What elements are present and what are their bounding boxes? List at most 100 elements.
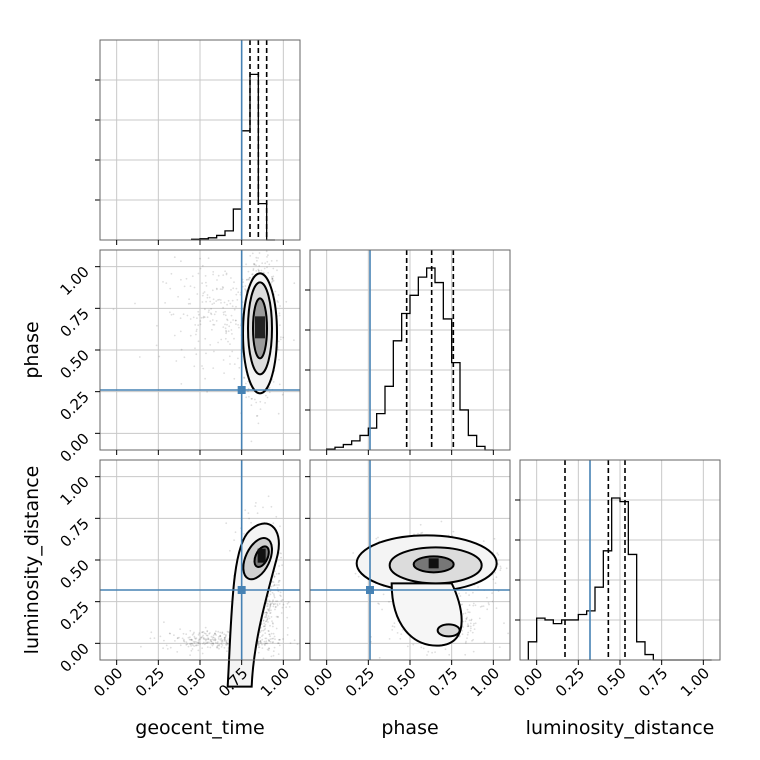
panel-luminosity-distance-vs-geocent-time-sample (262, 629, 264, 632)
panel-luminosity-distance-vs-geocent-time-sample (268, 633, 271, 636)
panel-phase-vs-geocent-time-sample (222, 311, 225, 314)
panel-phase-vs-geocent-time-sample (211, 289, 214, 292)
panel-luminosity-distance-vs-geocent-time-sample (210, 639, 212, 641)
panel-luminosity-distance-vs-geocent-time-sample (276, 600, 279, 602)
panel-luminosity-distance-vs-geocent-time-sample (223, 637, 226, 639)
panel-phase-vs-geocent-time-sample (202, 292, 205, 295)
panel-luminosity-distance-vs-geocent-time-sample (220, 637, 223, 640)
ytick-label-luminosity-distance-0: 0.00 (56, 639, 92, 675)
panel-luminosity-distance-vs-geocent-time-sample (257, 646, 260, 649)
panel-phase-vs-geocent-time-sample (226, 323, 228, 326)
panel-luminosity-distance-vs-phase-sample (472, 591, 474, 594)
panel-phase-vs-geocent-time-sample (257, 270, 260, 272)
panel-luminosity-distance-vs-geocent-time-sample (260, 629, 263, 632)
panel-luminosity-distance-vs-geocent-time-sample (205, 642, 207, 645)
panel-luminosity-distance-vs-geocent-time-sample (268, 630, 270, 632)
panel-phase-vs-geocent-time-sample (263, 267, 266, 270)
panel-luminosity-distance-vs-geocent-time-sample (206, 630, 209, 632)
panel-phase-vs-geocent-time-sample (172, 313, 175, 316)
panel-luminosity-distance-vs-geocent-time-sample (271, 637, 273, 640)
panel-luminosity-distance-vs-geocent-time-sample (255, 502, 257, 504)
panel-luminosity-distance-vs-geocent-time-sample (262, 506, 264, 509)
panel-luminosity-distance-vs-geocent-time-sample (176, 637, 179, 639)
panel-phase-vs-geocent-time-sample (187, 302, 190, 305)
panel-phase-vs-geocent-time-sample (271, 277, 274, 280)
panel-luminosity-distance-vs-geocent-time-sample (266, 642, 269, 645)
panel-luminosity-distance-vs-geocent-time-sample (189, 638, 192, 641)
panel-luminosity-distance-vs-geocent-time-sample (278, 584, 280, 586)
panel-luminosity-distance-vs-phase-sample (391, 625, 394, 628)
panel-luminosity-distance-vs-geocent-time-sample (271, 641, 274, 644)
panel-luminosity-distance-vs-geocent-time-injection-marker (237, 586, 246, 594)
panel-luminosity-distance-vs-geocent-time-sample (271, 600, 274, 603)
panel-luminosity-distance-vs-geocent-time-sample (270, 609, 272, 612)
panel-luminosity-distance-vs-geocent-time-sample (277, 642, 280, 645)
panel-phase-vs-geocent-time-sample (175, 360, 178, 362)
panel-luminosity-distance-vs-geocent-time-sample (225, 641, 228, 644)
panel-phase-vs-geocent-time-sample (265, 394, 267, 397)
panel-luminosity-distance-vs-geocent-time-sample (266, 648, 269, 651)
panel-luminosity-distance-vs-geocent-time-sample (215, 641, 217, 644)
panel-phase-vs-geocent-time-sample (277, 301, 279, 303)
panel-luminosity-distance-vs-geocent-time-sample (269, 605, 272, 607)
panel-phase-vs-geocent-time-sample (225, 272, 228, 275)
panel-phase-vs-geocent-time-sample (165, 282, 168, 284)
panel-phase-vs-geocent-time-sample (195, 330, 198, 333)
panel-luminosity-distance-vs-phase-sample (478, 617, 481, 620)
panel-luminosity-distance-vs-geocent-time-sample (264, 625, 266, 628)
panel-phase-vs-geocent-time-sample (255, 256, 258, 259)
panel-luminosity-distance-vs-geocent-time-sample (274, 608, 276, 611)
panel-luminosity-distance-vs-geocent-time-sample (278, 639, 281, 641)
panel-luminosity-distance-vs-phase-sample (492, 578, 495, 581)
panel-luminosity-distance-vs-geocent-time-sample (206, 634, 209, 637)
panel-luminosity-distance-vs-geocent-time-sample (266, 612, 269, 615)
panel-phase-vs-geocent-time-sample (222, 306, 225, 309)
panel-luminosity-distance-vs-geocent-time-sample (190, 638, 193, 641)
panel-luminosity-distance-vs-geocent-time-sample (190, 638, 193, 641)
panel-luminosity-distance-vs-geocent-time-sample (224, 636, 227, 639)
panel-luminosity-distance-vs-geocent-time-sample (173, 634, 175, 636)
panel-phase-vs-geocent-time-sample (277, 412, 280, 415)
panel-phase-vs-geocent-time-sample (293, 282, 296, 285)
panel-luminosity-distance-vs-geocent-time-sample (192, 632, 195, 635)
panel-luminosity-distance-vs-geocent-time-sample (183, 638, 185, 641)
panel-luminosity-distance-vs-phase-sample (496, 552, 499, 555)
panel-phase-vs-geocent-time-sample (279, 338, 282, 341)
panel-phase-vs-geocent-time-sample (264, 402, 266, 404)
panel-phase-vs-geocent-time-sample (222, 326, 225, 328)
panel-luminosity-distance-vs-geocent-time-sample (280, 599, 283, 602)
panel-phase-vs-geocent-time-sample (180, 278, 182, 281)
ylabel-phase: phase (21, 321, 43, 378)
panel-luminosity-distance-vs-geocent-time-sample (272, 605, 275, 608)
panel-luminosity-distance-vs-geocent-time-sample (217, 644, 219, 647)
panel-luminosity-distance-vs-geocent-time-sample (225, 634, 227, 636)
xtick-label-luminosity-distance-3: 0.75 (635, 664, 671, 700)
panel-luminosity-distance-vs-geocent-time-sample (269, 590, 272, 593)
panel-phase-vs-geocent-time-sample (197, 313, 200, 316)
panel-luminosity-distance-vs-geocent-time-sample (223, 640, 226, 642)
panel-luminosity-distance-vs-geocent-time-sample (269, 606, 271, 609)
panel-phase-vs-geocent-time-sample (202, 315, 205, 318)
panel-luminosity-distance-vs-phase-sample (482, 540, 485, 542)
panel-phase-vs-geocent-time-sample (233, 308, 236, 311)
panel-phase-vs-geocent-time-sample (223, 372, 226, 374)
panel-luminosity-distance-vs-phase-sample (471, 639, 473, 642)
panel-luminosity-distance-vs-phase-sample (467, 611, 470, 613)
panel-luminosity-distance-vs-geocent-time-sample (192, 640, 195, 643)
panel-luminosity-distance-vs-geocent-time-sample (185, 641, 188, 643)
panel-luminosity-distance-vs-geocent-time-sample (197, 641, 200, 644)
panel-phase-vs-geocent-time-sample (134, 302, 136, 305)
panel-luminosity-distance-vs-geocent-time-sample (272, 603, 275, 606)
ytick-label-luminosity-distance-3: 0.75 (56, 514, 92, 550)
panel-luminosity-distance-vs-geocent-time-sample (227, 640, 230, 642)
panel-luminosity-distance-vs-geocent-time-sample (176, 651, 179, 653)
panel-luminosity-distance-vs-geocent-time-sample (225, 522, 228, 525)
panel-phase-vs-geocent-time-sample (220, 338, 223, 341)
panel-luminosity-distance-vs-geocent-time-sample (281, 564, 283, 567)
panel-luminosity-distance-vs-geocent-time-sample (278, 579, 281, 582)
panel-luminosity-distance-vs-geocent-time-sample (273, 584, 276, 587)
panel-luminosity-distance-vs-phase-sample (474, 622, 477, 625)
panel-luminosity-distance-vs-phase-sample (419, 523, 422, 526)
panel-phase-vs-geocent-time-sample (271, 280, 274, 282)
panel-phase-vs-geocent-time-sample (206, 316, 209, 319)
